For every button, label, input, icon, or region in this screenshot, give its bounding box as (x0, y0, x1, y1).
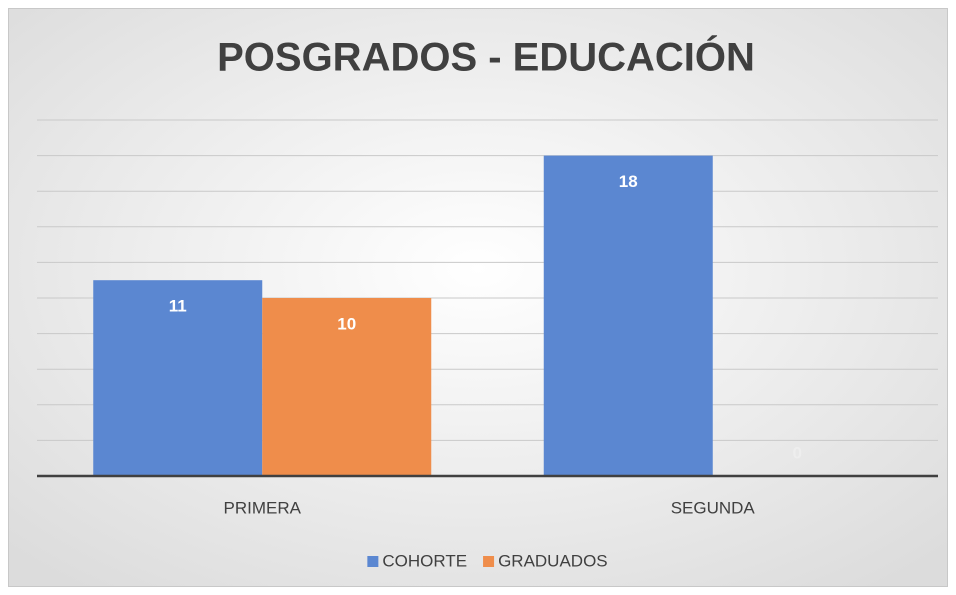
legend-swatch (483, 556, 495, 567)
x-tick-label: PRIMERA (224, 498, 302, 517)
data-label: 18 (619, 172, 638, 191)
bar (543, 155, 713, 476)
chart-title: POSGRADOS - EDUCACIÓN (217, 34, 755, 80)
bar (93, 280, 263, 476)
bar (262, 298, 432, 476)
data-label: 0 (793, 443, 802, 462)
data-label: 10 (337, 314, 356, 333)
legend-label: COHORTE (382, 551, 467, 570)
legend-swatch (367, 556, 379, 567)
legend-label: GRADUADOS (498, 551, 608, 570)
data-label: 11 (169, 297, 187, 316)
x-tick-label: SEGUNDA (671, 498, 756, 517)
